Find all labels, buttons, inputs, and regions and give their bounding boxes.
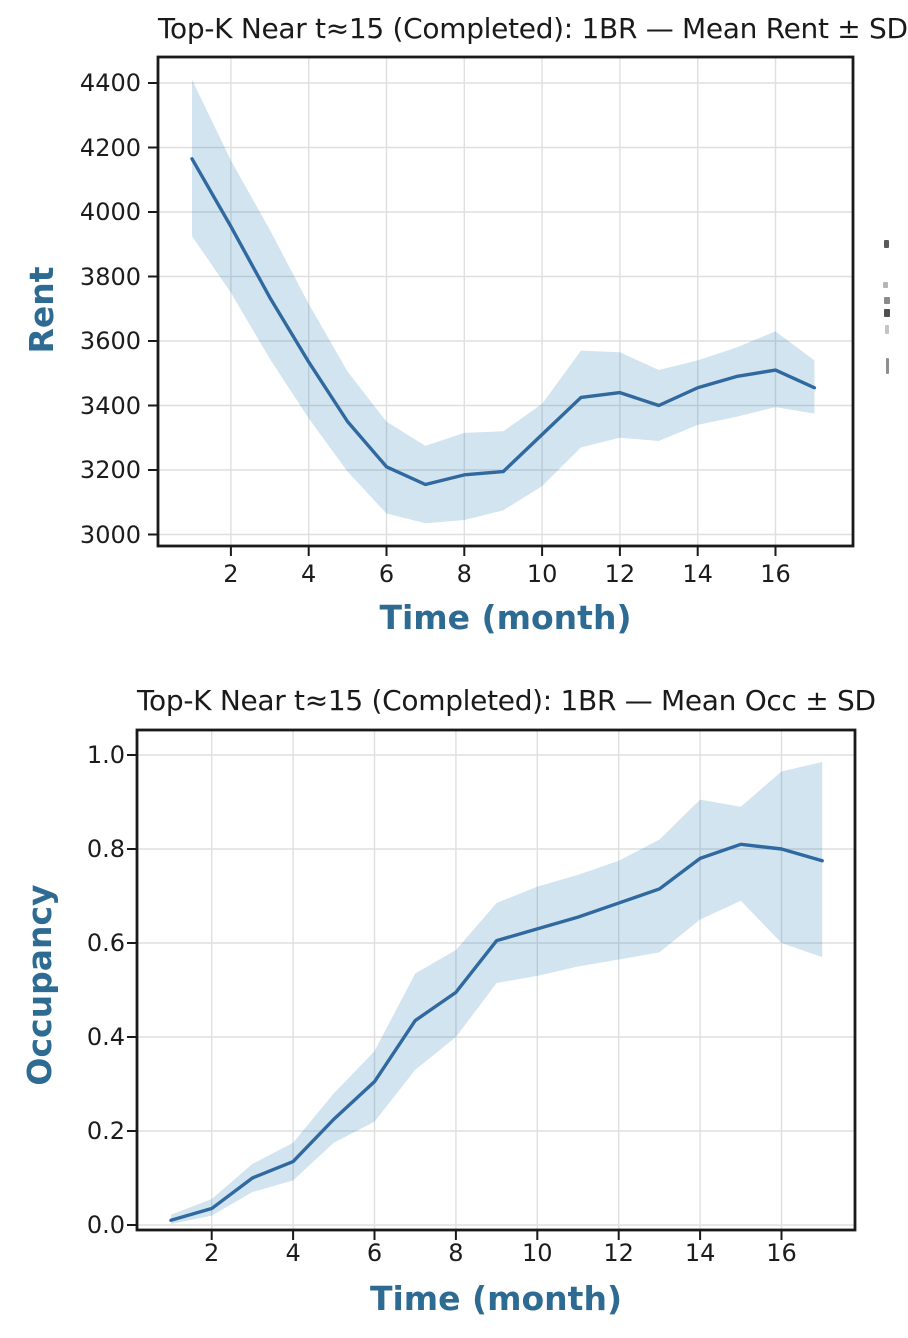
y-tick-label: 0.8	[86, 835, 125, 863]
mean-line	[169, 842, 824, 1222]
plot-area	[148, 55, 855, 556]
x-tick-label: 14	[682, 560, 713, 588]
y-tick-label: 4000	[79, 198, 141, 226]
axes-spines	[156, 55, 855, 548]
y-tick-label: 3200	[79, 456, 141, 484]
axes-spines	[135, 728, 857, 1232]
cropped-glyph-fragment	[884, 309, 890, 317]
cropped-glyph-fragment	[884, 297, 890, 304]
x-tick-label: 10	[526, 560, 558, 588]
y-tick-label: 0.6	[86, 929, 125, 957]
y-tick-label: 0.4	[86, 1023, 125, 1051]
x-tick-label: 8	[456, 560, 472, 588]
x-tick-label: 16	[760, 560, 791, 588]
cropped-glyph-fragment	[883, 282, 888, 288]
x-tick-label: 10	[522, 1239, 553, 1267]
y-tick-label: 0.2	[86, 1117, 125, 1145]
x-tick-label: 16	[766, 1239, 797, 1267]
cropped-glyph-fragment	[886, 358, 889, 374]
x-tick-label: 6	[378, 560, 395, 588]
y-tick-label: 3800	[79, 262, 141, 291]
x-tick-label: 2	[204, 1239, 220, 1267]
x-axis-label: Time (month)	[379, 598, 632, 637]
x-tick-label: 4	[285, 1239, 301, 1267]
x-tick-label: 12	[603, 1239, 634, 1267]
x-tick-label: 6	[366, 1239, 383, 1267]
x-tick-label: 14	[684, 1239, 716, 1267]
x-axis-label: Time (month)	[369, 1279, 623, 1318]
y-tick-label: 4400	[79, 69, 141, 97]
x-tick-label: 8	[448, 1239, 464, 1267]
y-tick-label: 4200	[79, 133, 141, 162]
y-tick-label: 0.0	[86, 1211, 125, 1239]
y-axis-label: Occupancy	[20, 884, 59, 1086]
y-tick-label: 1.0	[86, 741, 125, 769]
y-tick-label: 3600	[79, 327, 141, 355]
y-tick-label: 3400	[79, 391, 141, 420]
mean-line	[190, 157, 817, 487]
chart-title: Top-K Near t≈15 (Completed): 1BR — Mean …	[158, 12, 908, 45]
sd-band	[171, 762, 823, 1225]
chart-title: Top-K Near t≈15 (Completed): 1BR — Mean …	[137, 684, 876, 717]
y-tick-label: 3000	[79, 520, 141, 549]
x-tick-label: 4	[301, 560, 317, 588]
x-tick-label: 12	[604, 560, 636, 588]
cropped-glyph-fragment	[885, 325, 889, 334]
cropped-glyph-fragment	[884, 240, 889, 248]
plot-area	[127, 728, 857, 1240]
x-tick-label: 2	[223, 560, 239, 588]
sd-band	[192, 79, 815, 524]
